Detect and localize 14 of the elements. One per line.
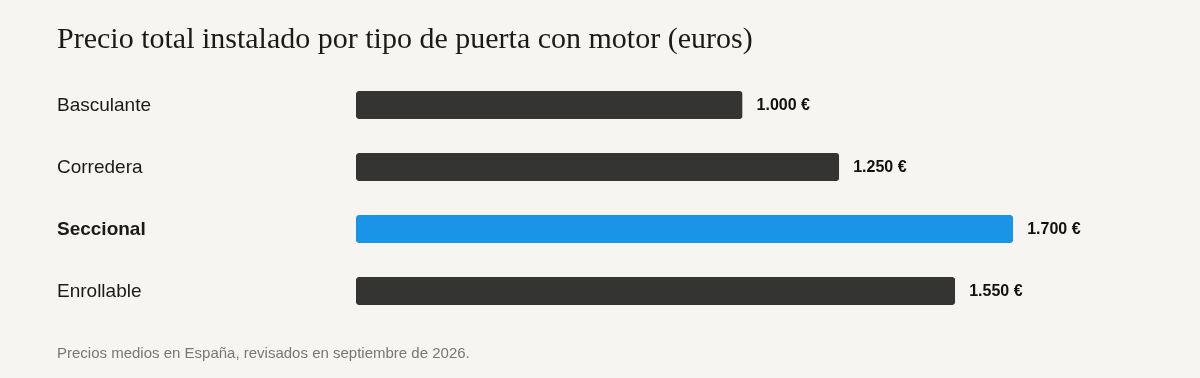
y-tick-label: Corredera bbox=[57, 156, 143, 177]
y-tick-label: Enrollable bbox=[57, 280, 142, 301]
data-label: 1.550 € bbox=[969, 282, 1023, 299]
text: Precios medios en España, revisados en septiembre de 2026. bbox=[57, 344, 470, 361]
data-label: 1.250 € bbox=[853, 158, 907, 175]
bar bbox=[356, 91, 743, 119]
y-tick-label: Seccional bbox=[57, 218, 146, 239]
bar bbox=[356, 153, 840, 181]
chart-title: Precio total instalado por tipo de puerta con motor (euros) bbox=[57, 21, 753, 55]
y-tick-label: Basculante bbox=[57, 94, 152, 115]
bar bbox=[356, 215, 1014, 243]
data-label: 1.700 € bbox=[1027, 220, 1081, 237]
data-label: 1.000 € bbox=[756, 96, 811, 113]
bar bbox=[356, 277, 956, 305]
